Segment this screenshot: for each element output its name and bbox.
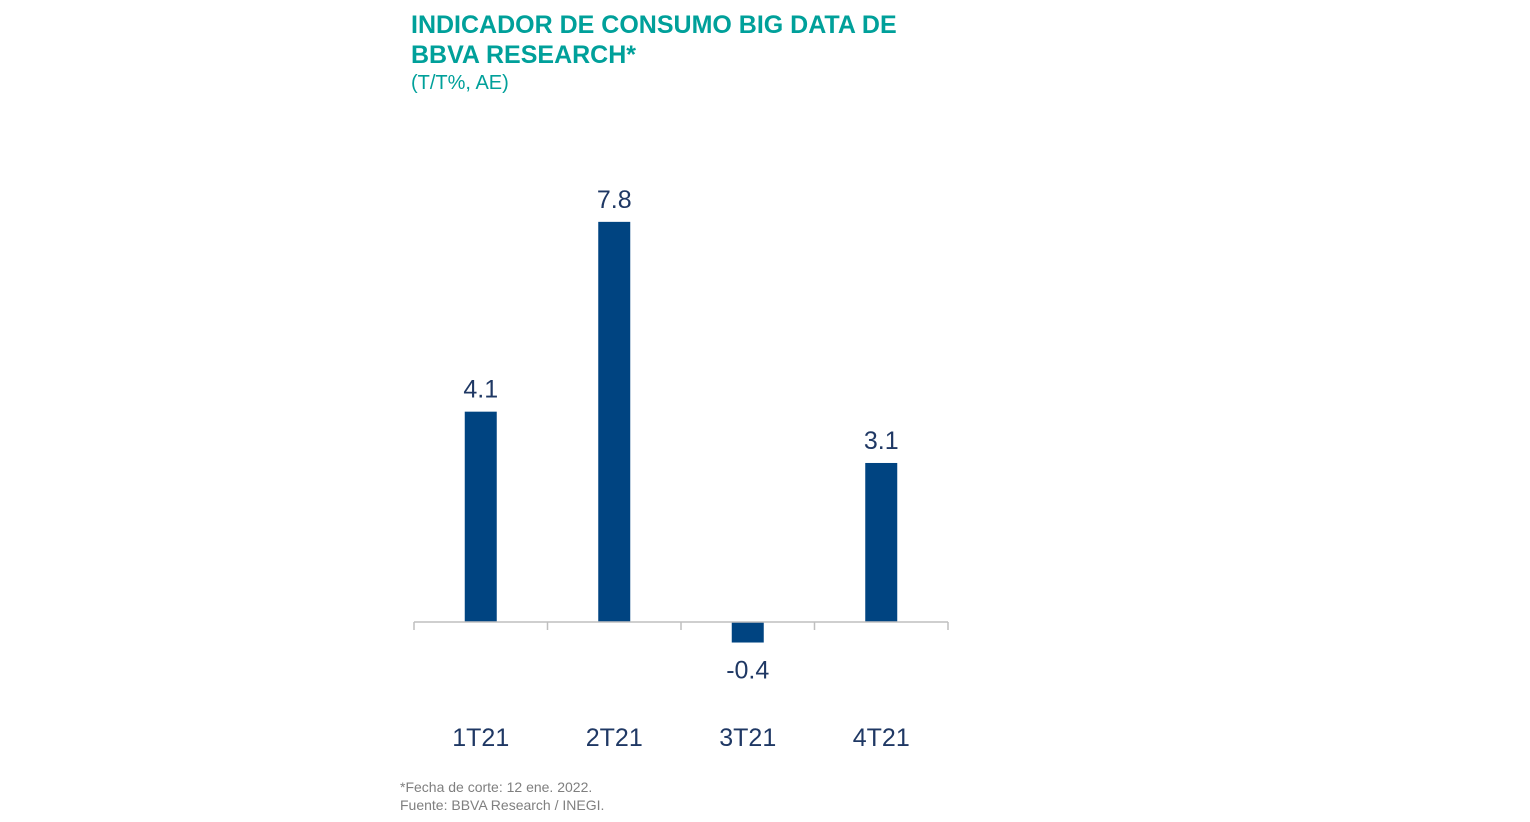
bar-3T21: [731, 622, 764, 643]
category-label-1T21: 1T21: [452, 724, 509, 752]
bar-group: [464, 221, 898, 643]
bar-2T21: [598, 221, 631, 623]
x-axis: [413, 621, 949, 630]
bar-1T21: [464, 411, 497, 622]
data-label-4T21: 3.1: [864, 427, 899, 455]
data-label-2T21: 7.8: [597, 186, 632, 214]
label-group: 4.1 1T21 7.8 2T21 -0.4 3T21 3.1 4T21: [452, 186, 909, 752]
category-label-3T21: 3T21: [719, 724, 776, 752]
category-label-2T21: 2T21: [586, 724, 643, 752]
bar-4T21: [865, 462, 898, 622]
chart-subtitle: (T/T%, AE): [411, 72, 509, 94]
footnote-date: *Fecha de corte: 12 ene. 2022.: [400, 779, 593, 795]
category-label-4T21: 4T21: [853, 724, 910, 752]
data-label-3T21: -0.4: [726, 657, 769, 685]
data-label-1T21: 4.1: [463, 376, 498, 404]
footnote-source: Fuente: BBVA Research / INEGI.: [400, 797, 605, 813]
chart-title: INDICADOR DE CONSUMO BIG DATA DE BBVA RE…: [411, 11, 897, 69]
bar-chart: 4.1 1T21 7.8 2T21 -0.4 3T21 3.1 4T21: [413, 186, 949, 752]
